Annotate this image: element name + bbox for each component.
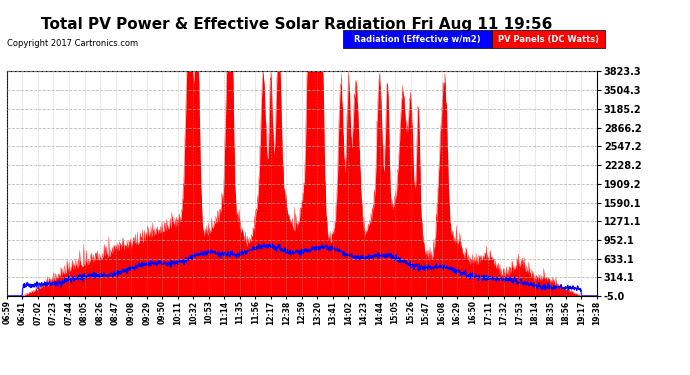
Text: Radiation (Effective w/m2): Radiation (Effective w/m2) (354, 35, 481, 44)
Text: Total PV Power & Effective Solar Radiation Fri Aug 11 19:56: Total PV Power & Effective Solar Radiati… (41, 17, 553, 32)
Text: PV Panels (DC Watts): PV Panels (DC Watts) (498, 35, 599, 44)
Text: Copyright 2017 Cartronics.com: Copyright 2017 Cartronics.com (7, 39, 138, 48)
